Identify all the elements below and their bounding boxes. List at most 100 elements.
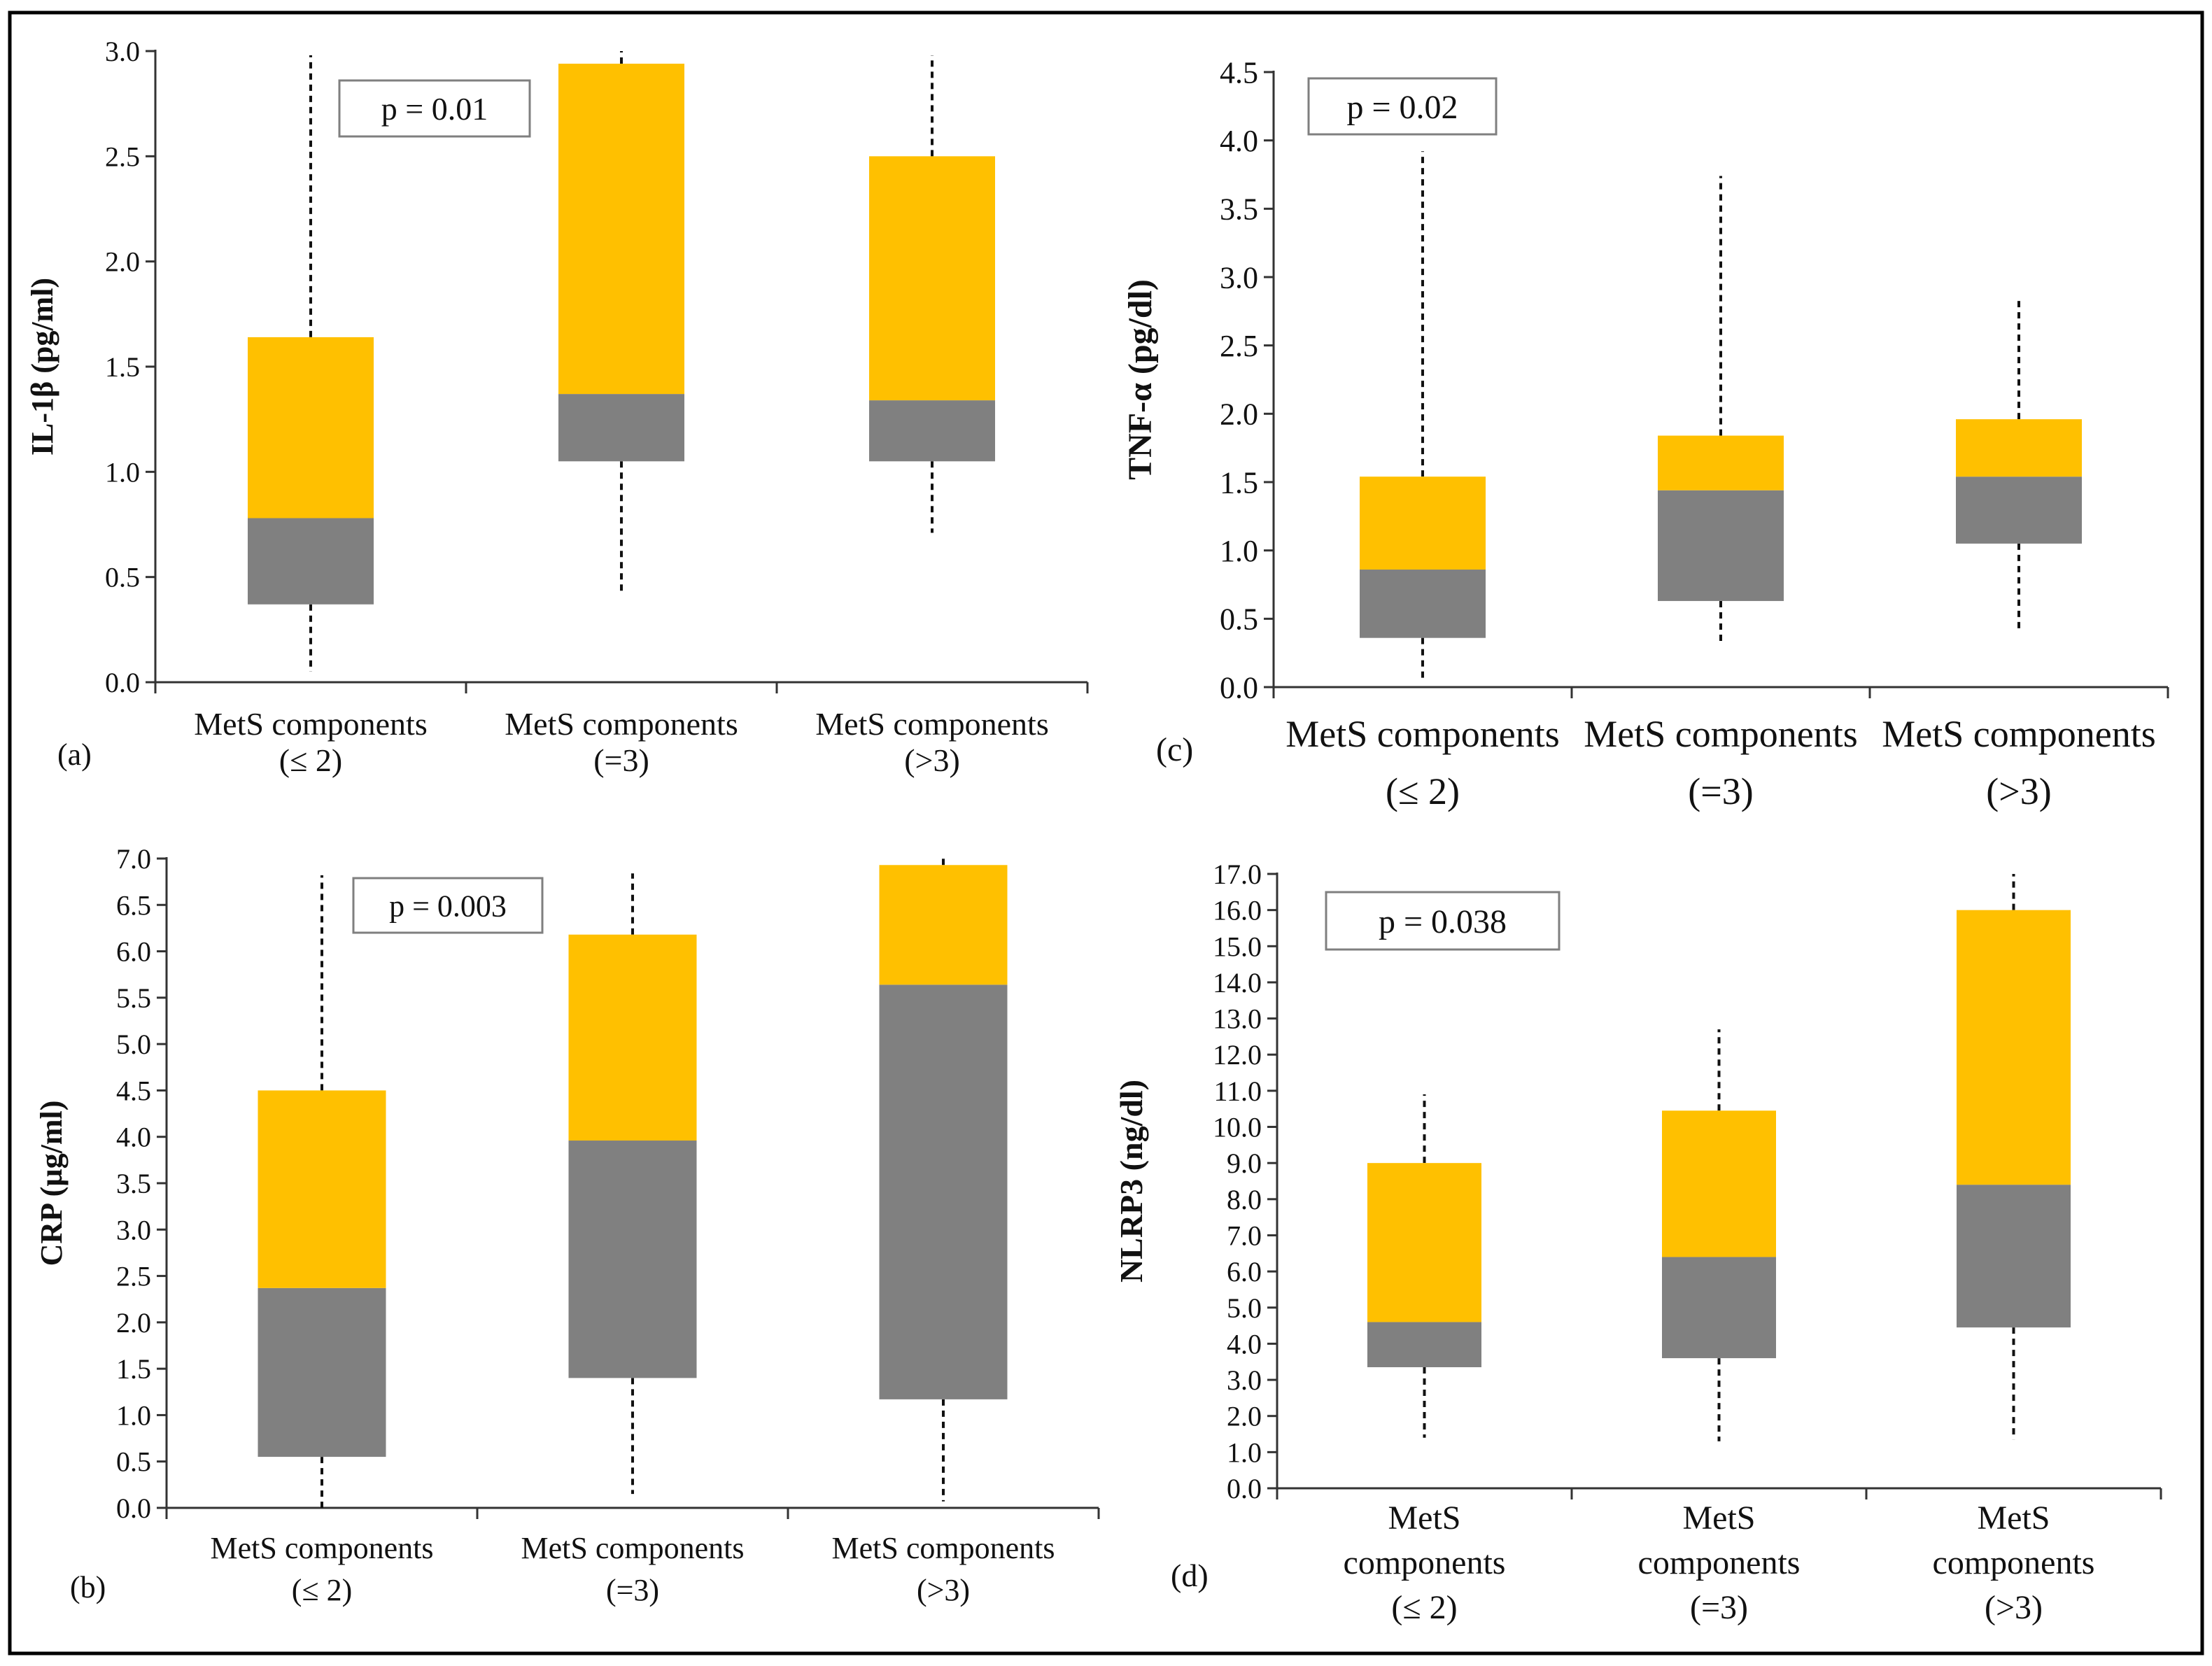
y-tick-label: 0.5 — [105, 562, 140, 593]
y-tick-label: 1.0 — [1227, 1436, 1262, 1468]
x-category-label: MetS components — [1882, 713, 2155, 755]
p-value-text: p = 0.003 — [389, 889, 507, 923]
y-tick-label: 2.0 — [1220, 397, 1258, 432]
box-upper-median-q3 — [1956, 419, 2082, 477]
y-tick-label: 4.0 — [1220, 124, 1258, 158]
box-upper-median-q3 — [1957, 910, 2071, 1185]
y-tick-label: 5.0 — [1227, 1292, 1262, 1324]
x-category-label: MetS — [1388, 1499, 1460, 1537]
panel-d: 0.0 1.0 2.0 3.0 4.0 5.0 6.0 7.0 8.0 9.0 10.0 11.0 12… — [1113, 859, 2162, 1626]
box-upper-median-q3 — [869, 156, 995, 401]
box-upper-median-q3 — [1367, 1163, 1481, 1322]
x-category-label: components — [1933, 1544, 2095, 1581]
y-tick-label: 1.5 — [105, 351, 140, 383]
y-tick-label: 0.0 — [116, 1492, 151, 1524]
box-upper-median-q3 — [1662, 1110, 1776, 1257]
y-tick-label: 3.0 — [1220, 260, 1258, 295]
box-lower-q1-median — [879, 984, 1008, 1399]
p-value-text: p = 0.02 — [1346, 89, 1458, 126]
x-category-label: (=3) — [593, 742, 649, 778]
y-tick-label: 3.5 — [116, 1168, 151, 1199]
y-tick-label: 3.0 — [105, 36, 140, 67]
y-tick-label: 2.5 — [105, 141, 140, 172]
y-tick-label: 14.0 — [1213, 967, 1262, 998]
y-tick-label: 15.0 — [1213, 931, 1262, 962]
box-upper-median-q3 — [258, 1090, 386, 1288]
x-category-label: (≤ 2) — [292, 1573, 352, 1607]
box-lower-q1-median — [1662, 1257, 1776, 1359]
x-category-label: (>3) — [917, 1573, 970, 1607]
box-upper-median-q3 — [568, 934, 697, 1141]
box-lower-q1-median — [869, 400, 995, 462]
p-value-text: p = 0.038 — [1379, 903, 1507, 940]
x-category-label: (>3) — [1985, 1589, 2043, 1626]
x-category-label: MetS components — [1285, 713, 1559, 755]
y-tick-label: 11.0 — [1213, 1075, 1262, 1107]
x-category-label: (>3) — [904, 742, 960, 778]
x-category-label: MetS components — [211, 1531, 434, 1565]
y-tick-label: 2.0 — [105, 246, 140, 278]
box-upper-median-q3 — [1658, 435, 1784, 490]
x-category-label: (=3) — [1690, 1589, 1748, 1626]
p-value-box — [1307, 77, 1498, 136]
y-tick-label: 7.0 — [1227, 1220, 1262, 1251]
y-tick-label: 0.0 — [105, 667, 140, 698]
y-tick-label: 5.5 — [116, 982, 151, 1014]
y-tick-label: 13.0 — [1213, 1003, 1262, 1035]
panel-b: 0.0 0.5 1.0 1.5 2.0 2.5 3.0 3.5 4.0 4.5 5.0 5.5 6.0 6… — [34, 843, 1100, 1607]
y-tick-label: 0.5 — [116, 1446, 151, 1478]
x-category-label: (≤ 2) — [1391, 1589, 1457, 1626]
box-lower-q1-median — [568, 1141, 697, 1378]
box-lower-q1-median — [1367, 1322, 1481, 1367]
y-tick-label: 2.0 — [1227, 1401, 1262, 1432]
y-tick-label: 12.0 — [1213, 1039, 1262, 1071]
y-tick-label: 6.0 — [116, 936, 151, 968]
y-tick-label: 2.0 — [116, 1307, 151, 1339]
y-tick-label: 1.5 — [1220, 465, 1258, 500]
y-axis-label: IL-1β (pg/ml) — [25, 278, 59, 456]
box-lower-q1-median — [258, 1287, 386, 1457]
y-tick-label: 6.5 — [116, 889, 151, 921]
box-lower-q1-median — [248, 518, 374, 605]
box-lower-q1-median — [1956, 476, 2082, 544]
y-axis-label: CRP (µg/ml) — [34, 1101, 69, 1266]
y-tick-label: 6.0 — [1227, 1256, 1262, 1287]
x-category-label: (≤ 2) — [1386, 770, 1460, 812]
y-tick-label: 3.0 — [1227, 1364, 1262, 1396]
y-tick-label: 3.0 — [116, 1214, 151, 1245]
y-tick-label: 0.5 — [1220, 602, 1258, 637]
y-tick-label: 0.0 — [1220, 670, 1258, 705]
x-category-label: (≤ 2) — [279, 742, 342, 778]
y-tick-label: 17.0 — [1213, 859, 1262, 890]
x-category-label: (=3) — [1688, 770, 1753, 812]
y-axis-label: NLRP3 (ng/dl) — [1113, 1080, 1149, 1283]
y-tick-label: 8.0 — [1227, 1184, 1262, 1215]
x-category-label: MetS components — [832, 1531, 1055, 1565]
y-tick-label: 9.0 — [1227, 1148, 1262, 1179]
y-tick-label: 10.0 — [1213, 1112, 1262, 1143]
panel-c: 0.0 0.5 1.0 1.5 2.0 2.5 3.0 3.5 4.0 4.5 MetS compo… — [1122, 55, 2169, 812]
box-upper-median-q3 — [1360, 476, 1486, 570]
x-category-label: MetS — [1682, 1499, 1755, 1537]
x-category-label: (=3) — [606, 1573, 659, 1607]
p-value-box — [338, 79, 531, 138]
box-upper-median-q3 — [558, 64, 684, 395]
p-value-box — [1325, 891, 1561, 951]
y-tick-label: 1.0 — [105, 456, 140, 488]
x-category-label: (>3) — [1986, 770, 2051, 812]
panel-label: (c) — [1156, 731, 1193, 768]
y-tick-label: 0.0 — [1227, 1473, 1262, 1504]
x-category-label: MetS — [1977, 1499, 2050, 1537]
y-tick-label: 1.0 — [1220, 534, 1258, 568]
x-category-label: components — [1344, 1544, 1506, 1581]
box-lower-q1-median — [1957, 1185, 2071, 1328]
box-lower-q1-median — [1658, 490, 1784, 601]
y-tick-label: 3.5 — [1220, 192, 1258, 227]
y-tick-label: 5.0 — [116, 1029, 151, 1060]
panel-label: (a) — [57, 737, 92, 772]
panel-label: (d) — [1171, 1558, 1209, 1593]
y-tick-label: 2.5 — [116, 1261, 151, 1292]
box-upper-median-q3 — [248, 337, 374, 518]
y-tick-label: 2.5 — [1220, 329, 1258, 363]
